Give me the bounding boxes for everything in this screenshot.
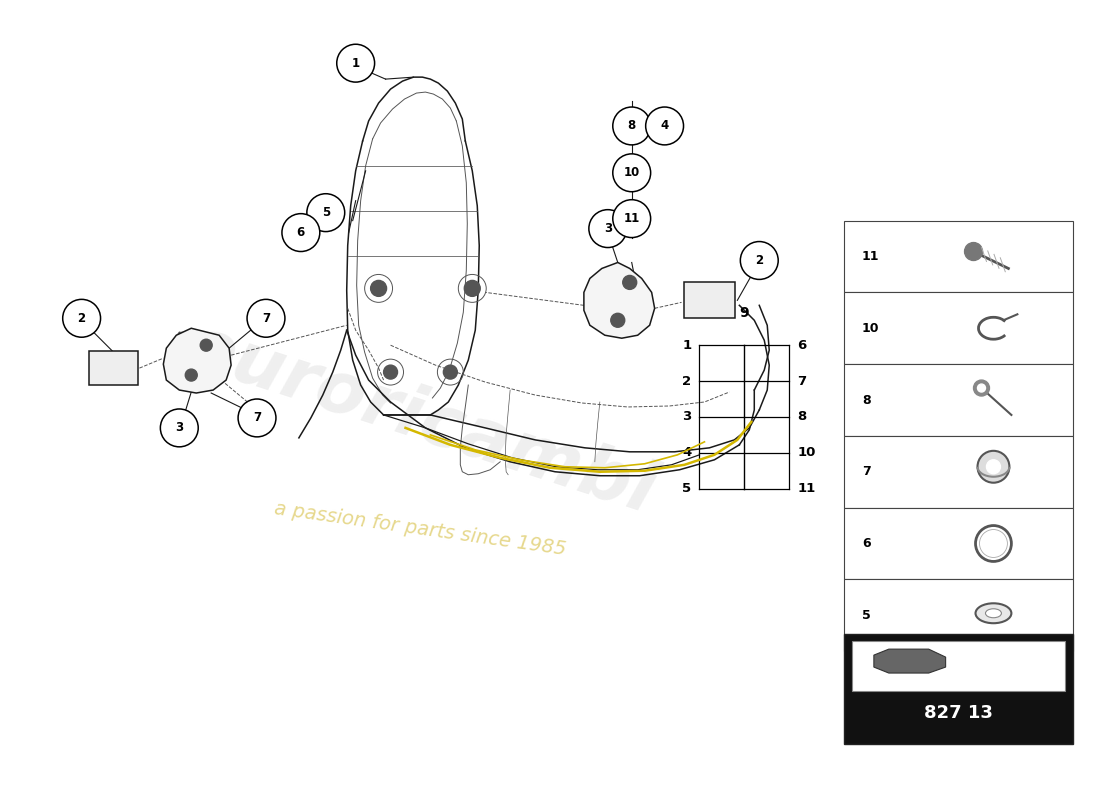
Bar <box>844 436 1074 508</box>
Polygon shape <box>89 351 139 385</box>
Circle shape <box>623 275 637 290</box>
Text: 7: 7 <box>862 466 871 478</box>
Circle shape <box>238 399 276 437</box>
Circle shape <box>371 281 386 296</box>
Circle shape <box>978 384 986 392</box>
Bar <box>844 292 1074 364</box>
Text: 11: 11 <box>798 482 815 495</box>
Circle shape <box>613 200 650 238</box>
Circle shape <box>740 242 778 279</box>
Ellipse shape <box>976 603 1011 623</box>
Text: 6: 6 <box>798 338 806 352</box>
Circle shape <box>613 154 650 192</box>
Circle shape <box>337 44 375 82</box>
Circle shape <box>984 534 1002 553</box>
Polygon shape <box>873 649 946 673</box>
Text: 6: 6 <box>862 537 870 550</box>
Text: 2: 2 <box>78 312 86 325</box>
Text: 2: 2 <box>682 374 692 387</box>
Text: 3: 3 <box>682 410 692 423</box>
Text: 8: 8 <box>628 119 636 133</box>
Circle shape <box>464 281 481 296</box>
Circle shape <box>987 460 1000 474</box>
Text: 2: 2 <box>756 254 763 267</box>
Text: a passion for parts since 1985: a passion for parts since 1985 <box>273 500 568 559</box>
Text: 10: 10 <box>798 446 815 459</box>
Circle shape <box>978 451 1010 482</box>
Circle shape <box>646 107 683 145</box>
Text: 1: 1 <box>352 57 360 70</box>
Circle shape <box>588 210 627 247</box>
Polygon shape <box>584 262 654 338</box>
Text: 11: 11 <box>862 250 879 263</box>
Circle shape <box>248 299 285 338</box>
Text: 5: 5 <box>321 206 330 219</box>
Text: 4: 4 <box>660 119 669 133</box>
Circle shape <box>443 365 458 379</box>
Circle shape <box>976 526 1011 562</box>
Text: 11: 11 <box>624 212 640 225</box>
Text: 3: 3 <box>175 422 184 434</box>
Bar <box>844 508 1074 579</box>
Polygon shape <box>163 328 231 393</box>
Text: 3: 3 <box>604 222 612 235</box>
Text: 827 13: 827 13 <box>924 704 993 722</box>
Polygon shape <box>683 282 736 318</box>
Circle shape <box>974 380 990 396</box>
Bar <box>844 579 1074 651</box>
Bar <box>844 364 1074 436</box>
Text: 5: 5 <box>862 609 871 622</box>
Circle shape <box>307 194 344 231</box>
Text: 4: 4 <box>682 446 692 459</box>
Circle shape <box>384 365 397 379</box>
Circle shape <box>965 242 982 261</box>
Circle shape <box>161 409 198 447</box>
Text: euroricambi: euroricambi <box>177 311 663 528</box>
Text: 1: 1 <box>682 338 692 352</box>
Text: 7: 7 <box>262 312 271 325</box>
Circle shape <box>613 107 650 145</box>
Text: 5: 5 <box>682 482 692 495</box>
Text: 10: 10 <box>862 322 879 334</box>
Text: 8: 8 <box>798 410 806 423</box>
Text: 10: 10 <box>624 166 640 179</box>
Circle shape <box>979 530 1008 558</box>
Text: 7: 7 <box>253 411 261 425</box>
Text: 6: 6 <box>297 226 305 239</box>
Text: 7: 7 <box>798 374 806 387</box>
Text: 9: 9 <box>739 306 749 320</box>
Bar <box>844 221 1074 292</box>
Bar <box>844 634 1074 744</box>
Circle shape <box>185 369 197 381</box>
Bar <box>851 641 1065 691</box>
Circle shape <box>63 299 100 338</box>
Text: 8: 8 <box>862 394 870 406</box>
Circle shape <box>282 214 320 251</box>
Circle shape <box>610 314 625 327</box>
Ellipse shape <box>986 609 1001 618</box>
Circle shape <box>200 339 212 351</box>
